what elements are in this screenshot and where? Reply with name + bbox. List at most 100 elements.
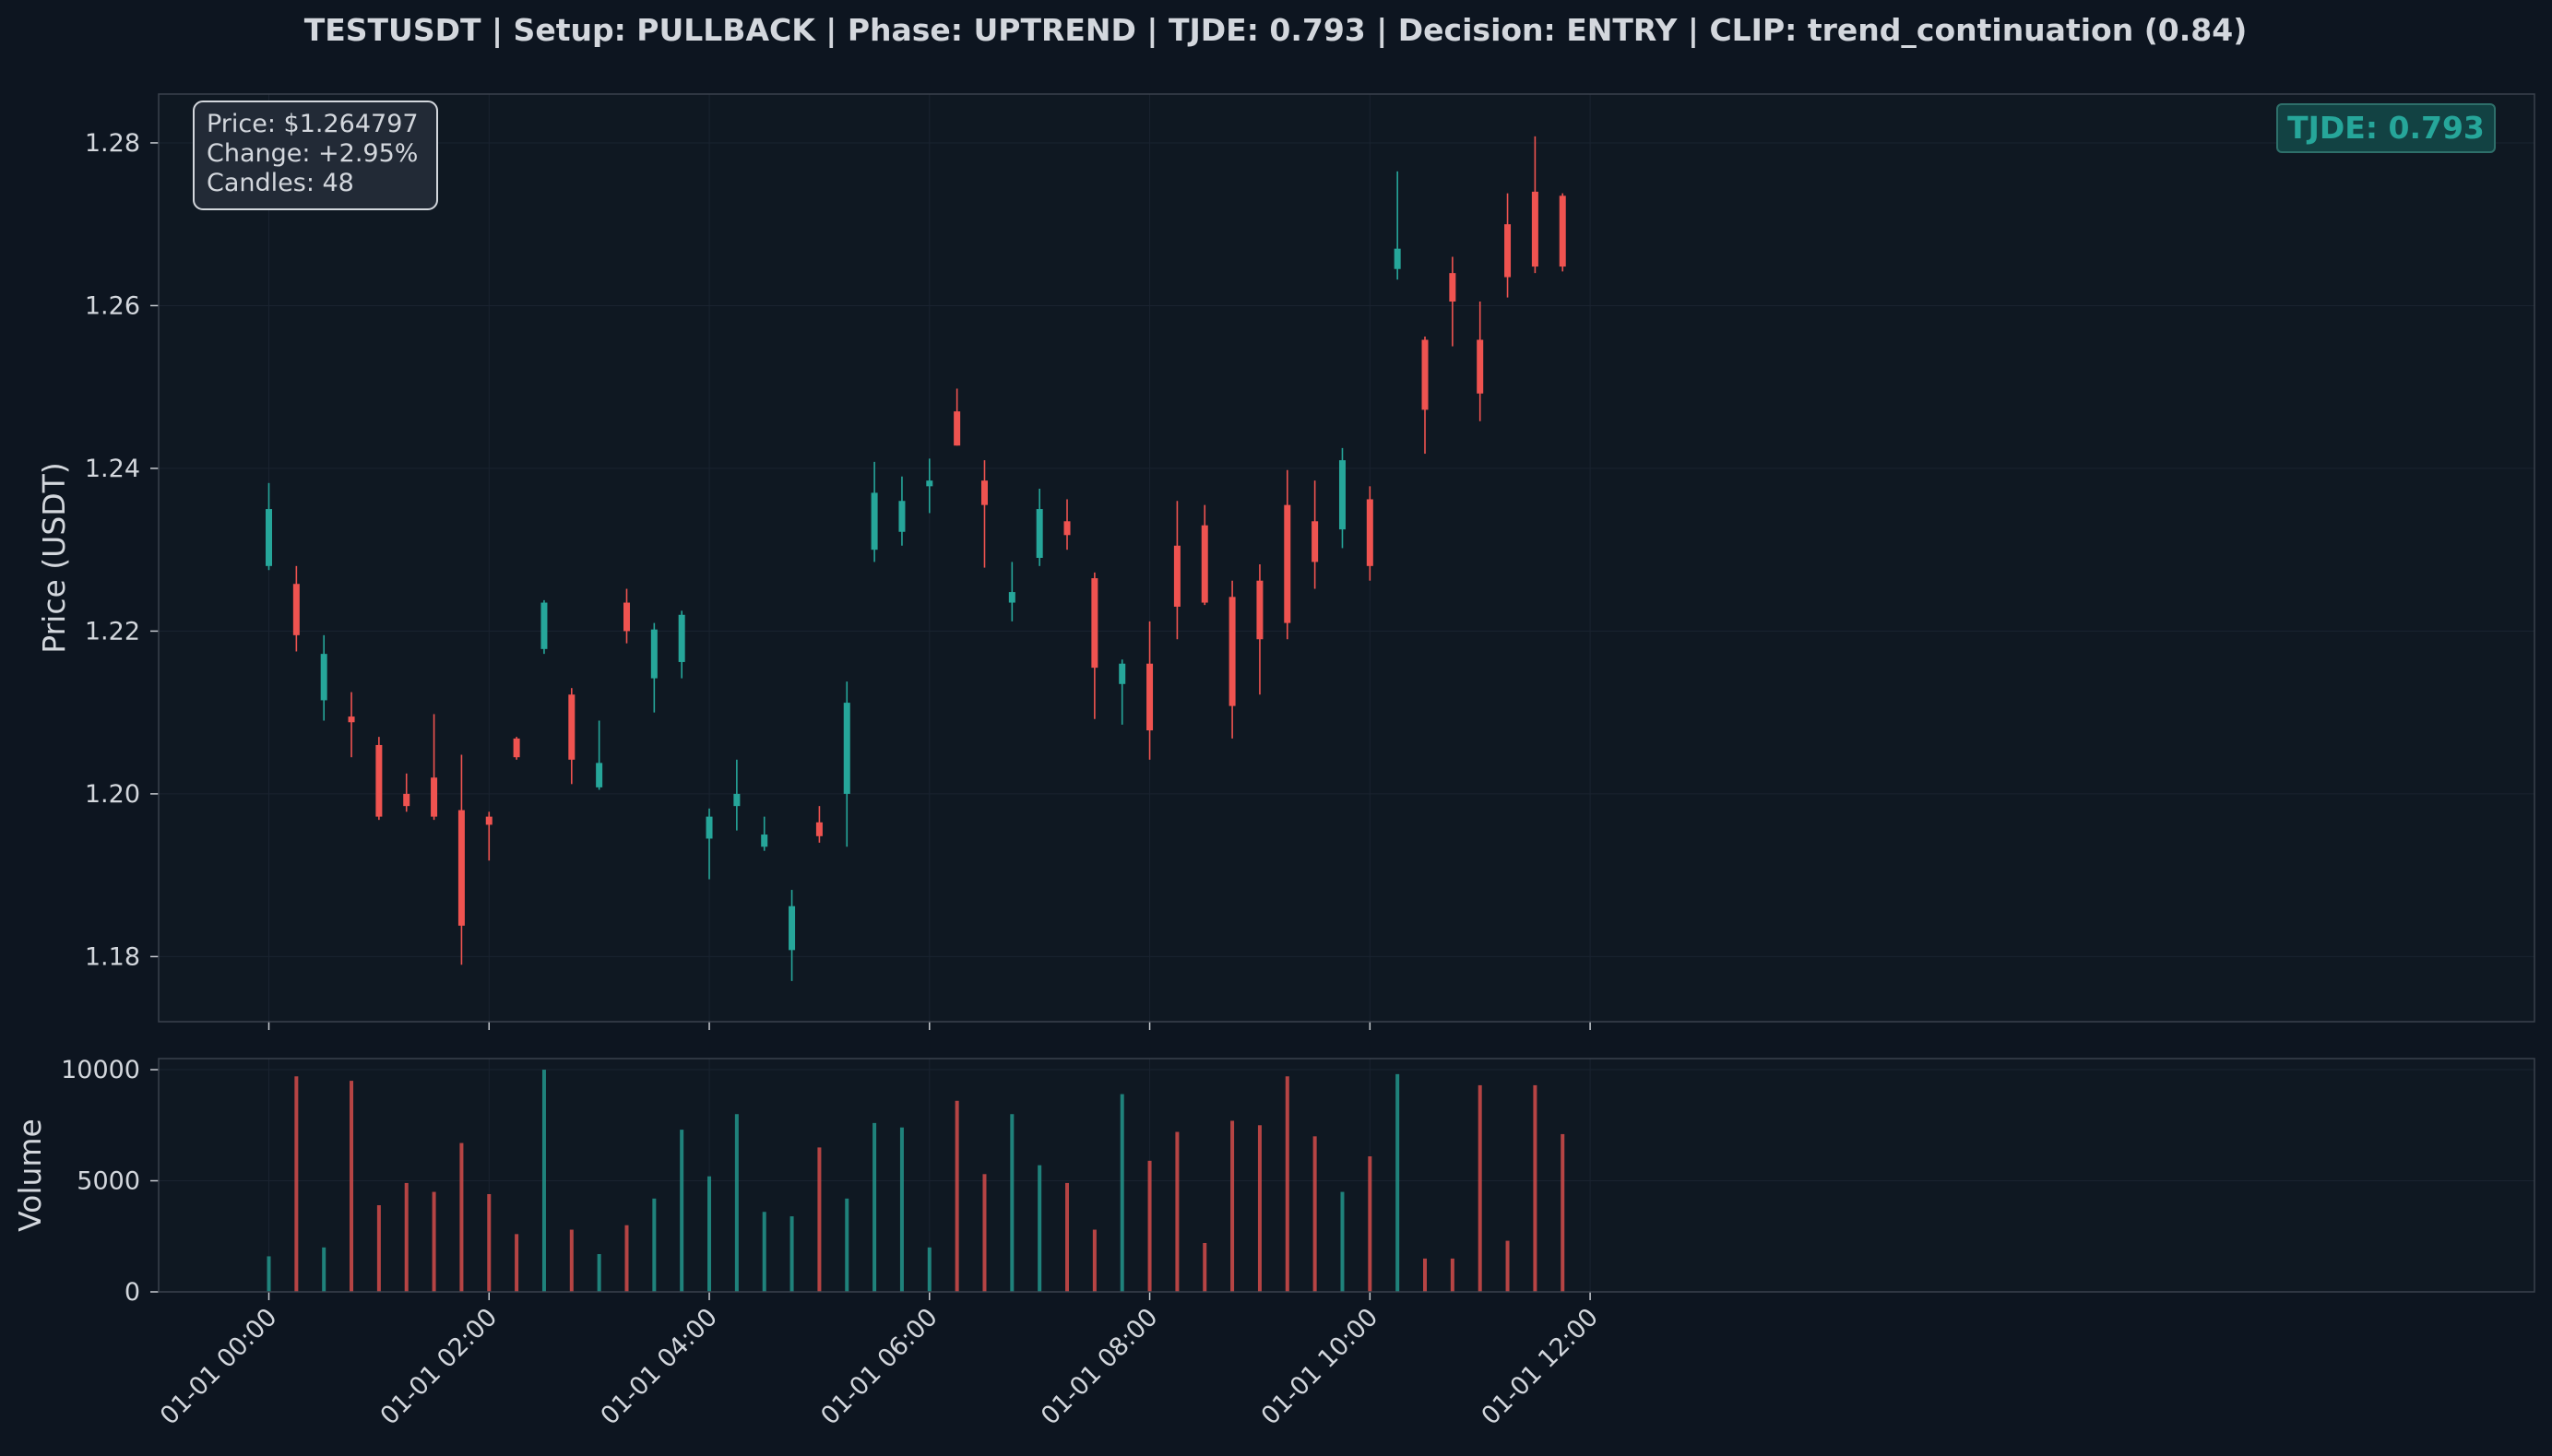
info-box-line: Change: +2.95% bbox=[207, 139, 418, 168]
candle-body bbox=[320, 654, 327, 701]
volume-bar bbox=[1120, 1094, 1124, 1292]
candle-body bbox=[1312, 521, 1319, 562]
candle-body bbox=[403, 793, 410, 807]
candle-body bbox=[898, 501, 906, 532]
volume-bar bbox=[1147, 1160, 1152, 1292]
candle-body bbox=[292, 584, 300, 635]
price-ytick-label: 1.26 bbox=[85, 291, 140, 320]
volume-bar bbox=[376, 1205, 381, 1292]
volume-bar bbox=[1368, 1156, 1372, 1292]
candle-body bbox=[1256, 580, 1264, 640]
candle-body bbox=[1449, 273, 1456, 302]
candle-body bbox=[431, 777, 438, 817]
volume-bar bbox=[872, 1122, 877, 1292]
candle-body bbox=[789, 906, 796, 951]
candle-body bbox=[733, 793, 741, 807]
volume-ytick-label: 5000 bbox=[77, 1167, 140, 1196]
candle-body bbox=[1338, 460, 1346, 530]
volume-bar bbox=[1257, 1125, 1262, 1292]
volume-bar bbox=[1092, 1229, 1097, 1292]
candle-body bbox=[596, 763, 603, 787]
candle-body bbox=[1173, 545, 1181, 607]
volume-bar bbox=[734, 1114, 739, 1292]
volume-bar bbox=[1175, 1131, 1180, 1292]
volume-bar bbox=[569, 1229, 574, 1292]
price-ytick-label: 1.22 bbox=[85, 617, 140, 645]
volume-bar bbox=[350, 1081, 354, 1292]
info-box-line: Price: $1.264797 bbox=[207, 110, 419, 138]
volume-bar bbox=[1065, 1182, 1070, 1292]
volume-bar bbox=[597, 1254, 601, 1292]
volume-bar bbox=[1010, 1114, 1015, 1292]
candle-body bbox=[1063, 521, 1071, 536]
candle-body bbox=[1559, 195, 1566, 267]
volume-bar bbox=[1533, 1084, 1537, 1292]
candle-body bbox=[843, 703, 850, 794]
volume-bar bbox=[1505, 1240, 1510, 1292]
volume-bar bbox=[789, 1216, 794, 1292]
volume-bar bbox=[432, 1191, 436, 1292]
candle-body bbox=[678, 614, 685, 662]
candle-body bbox=[1091, 578, 1098, 669]
candle-body bbox=[457, 810, 465, 926]
volume-bar bbox=[1450, 1258, 1454, 1292]
volume-bar bbox=[899, 1127, 904, 1292]
candle-body bbox=[1504, 224, 1512, 278]
price-ytick-label: 1.28 bbox=[85, 129, 140, 158]
volume-plot-border bbox=[158, 1058, 2535, 1293]
volume-bar bbox=[1561, 1133, 1565, 1292]
candle-body bbox=[540, 602, 548, 649]
volume-bar bbox=[955, 1100, 959, 1292]
candle-body bbox=[266, 509, 272, 566]
volume-bar bbox=[817, 1147, 822, 1292]
volume-bar bbox=[1340, 1191, 1345, 1292]
volume-bar bbox=[267, 1256, 271, 1292]
candle-body bbox=[980, 480, 988, 505]
volume-bar bbox=[515, 1234, 519, 1292]
candle-body bbox=[375, 744, 383, 817]
candle-body bbox=[954, 411, 961, 446]
volume-bar bbox=[1203, 1242, 1207, 1292]
volume-bar bbox=[762, 1212, 766, 1292]
candle-body bbox=[1284, 504, 1291, 623]
volume-bar bbox=[1285, 1076, 1289, 1292]
candle-body bbox=[706, 816, 713, 839]
candle-body bbox=[1229, 597, 1236, 706]
candle-body bbox=[1477, 339, 1484, 394]
candle-body bbox=[623, 602, 630, 632]
chart-title: TESTUSDT | Setup: PULLBACK | Phase: UPTR… bbox=[304, 12, 2248, 48]
price-ytick-label: 1.18 bbox=[85, 942, 140, 971]
volume-bar bbox=[1395, 1073, 1400, 1292]
volume-bar bbox=[1230, 1120, 1235, 1292]
volume-bar bbox=[680, 1130, 684, 1292]
volume-ytick-label: 10000 bbox=[61, 1056, 140, 1084]
volume-bar bbox=[707, 1176, 712, 1292]
candle-body bbox=[761, 835, 768, 847]
volume-bar bbox=[624, 1225, 629, 1292]
volume-bar bbox=[982, 1174, 987, 1292]
candle-body bbox=[815, 822, 823, 836]
volume-axis-label: Volume bbox=[12, 1119, 48, 1232]
candle-body bbox=[485, 816, 493, 825]
candle-body bbox=[1146, 663, 1154, 731]
volume-plot-area bbox=[159, 1059, 2534, 1292]
candle-body bbox=[513, 738, 520, 758]
candle-body bbox=[1421, 339, 1429, 410]
price-ytick-label: 1.20 bbox=[85, 780, 140, 809]
volume-ytick-label: 0 bbox=[125, 1278, 140, 1307]
candle-body bbox=[650, 629, 658, 679]
volume-bar bbox=[1038, 1165, 1042, 1292]
candle-body bbox=[1366, 499, 1373, 566]
candle-body bbox=[1394, 248, 1401, 269]
candle-body bbox=[568, 694, 576, 760]
volume-bar bbox=[487, 1193, 492, 1292]
volume-bar bbox=[927, 1247, 932, 1292]
volume-bar bbox=[652, 1198, 657, 1292]
volume-bar bbox=[322, 1247, 326, 1292]
candle-body bbox=[1119, 663, 1126, 684]
volume-bar bbox=[294, 1076, 299, 1292]
candle-body bbox=[1008, 592, 1015, 603]
volume-bar bbox=[404, 1182, 409, 1292]
volume-bar bbox=[845, 1198, 849, 1292]
volume-bar bbox=[1312, 1136, 1317, 1292]
